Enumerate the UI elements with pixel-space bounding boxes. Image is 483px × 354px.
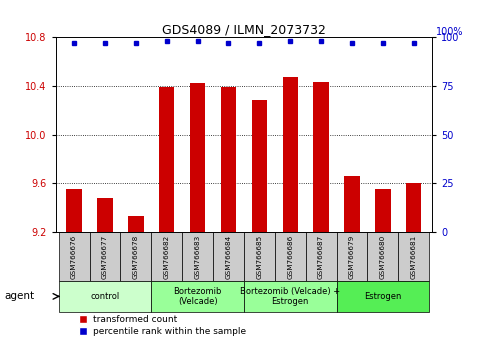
- Text: GSM766686: GSM766686: [287, 234, 293, 279]
- Bar: [283, 77, 298, 232]
- Text: GSM766687: GSM766687: [318, 234, 324, 279]
- Bar: [375, 189, 391, 232]
- Text: GSM766677: GSM766677: [102, 234, 108, 279]
- Text: 100%: 100%: [437, 27, 464, 37]
- Text: GSM766680: GSM766680: [380, 234, 386, 279]
- Bar: [275, 232, 306, 281]
- Bar: [190, 84, 205, 232]
- Text: Estrogen: Estrogen: [364, 292, 401, 301]
- Bar: [252, 101, 267, 232]
- Bar: [337, 232, 368, 281]
- Text: GSM766683: GSM766683: [195, 234, 200, 279]
- Bar: [406, 183, 422, 232]
- Bar: [151, 232, 182, 281]
- Bar: [66, 189, 82, 232]
- Bar: [97, 198, 113, 232]
- Bar: [159, 87, 174, 232]
- Bar: [337, 281, 429, 312]
- Text: GSM766684: GSM766684: [226, 234, 231, 279]
- Bar: [58, 281, 151, 312]
- Text: GSM766682: GSM766682: [164, 234, 170, 279]
- Text: Bortezomib (Velcade) +
Estrogen: Bortezomib (Velcade) + Estrogen: [240, 287, 341, 306]
- Text: GSM766676: GSM766676: [71, 234, 77, 279]
- Bar: [213, 232, 244, 281]
- Bar: [313, 82, 329, 232]
- Text: agent: agent: [5, 291, 35, 301]
- Title: GDS4089 / ILMN_2073732: GDS4089 / ILMN_2073732: [162, 23, 326, 36]
- Bar: [244, 281, 337, 312]
- Bar: [398, 232, 429, 281]
- Bar: [151, 281, 244, 312]
- Text: Bortezomib
(Velcade): Bortezomib (Velcade): [173, 287, 222, 306]
- Text: GSM766679: GSM766679: [349, 234, 355, 279]
- Legend: transformed count, percentile rank within the sample: transformed count, percentile rank withi…: [79, 315, 246, 336]
- Bar: [368, 232, 398, 281]
- Text: GSM766681: GSM766681: [411, 234, 417, 279]
- Bar: [306, 232, 337, 281]
- Bar: [344, 176, 360, 232]
- Bar: [221, 87, 236, 232]
- Bar: [244, 232, 275, 281]
- Bar: [182, 232, 213, 281]
- Bar: [89, 232, 120, 281]
- Text: control: control: [90, 292, 120, 301]
- Bar: [128, 216, 143, 232]
- Bar: [120, 232, 151, 281]
- Bar: [58, 232, 89, 281]
- Text: GSM766685: GSM766685: [256, 234, 262, 279]
- Text: GSM766678: GSM766678: [133, 234, 139, 279]
